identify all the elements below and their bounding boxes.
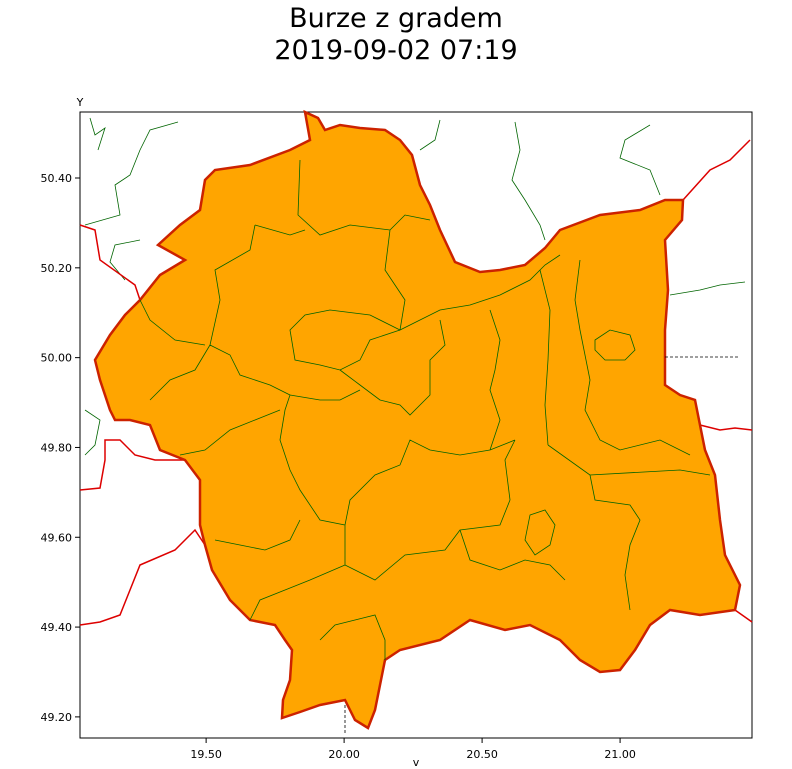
y-tick-label: 50.20 [41,262,73,275]
subtitle: 2019-09-02 07:19 [274,35,517,66]
x-tick-label: 21.00 [604,748,636,761]
region-area [93,109,742,730]
district-borders [139,159,711,660]
y-tick-label: 50.40 [41,172,73,185]
x-tick-label: 19.50 [190,748,222,761]
y-tick-label: 50.00 [41,352,73,365]
x-tick-label: 20.50 [466,748,498,761]
y-tick-label: 49.20 [41,711,73,724]
y-tick-label: 49.60 [41,531,73,544]
title: Burze z gradem [289,3,503,34]
x-tick-label: 20.00 [328,748,360,761]
x-axis-label: v [413,756,420,769]
y-tick-label: 49.40 [41,621,73,634]
outer-borders [84,117,746,456]
y-tick-label: 49.80 [41,441,73,454]
outer-red-borders [79,139,753,626]
y-axis-label: Y [76,96,84,109]
